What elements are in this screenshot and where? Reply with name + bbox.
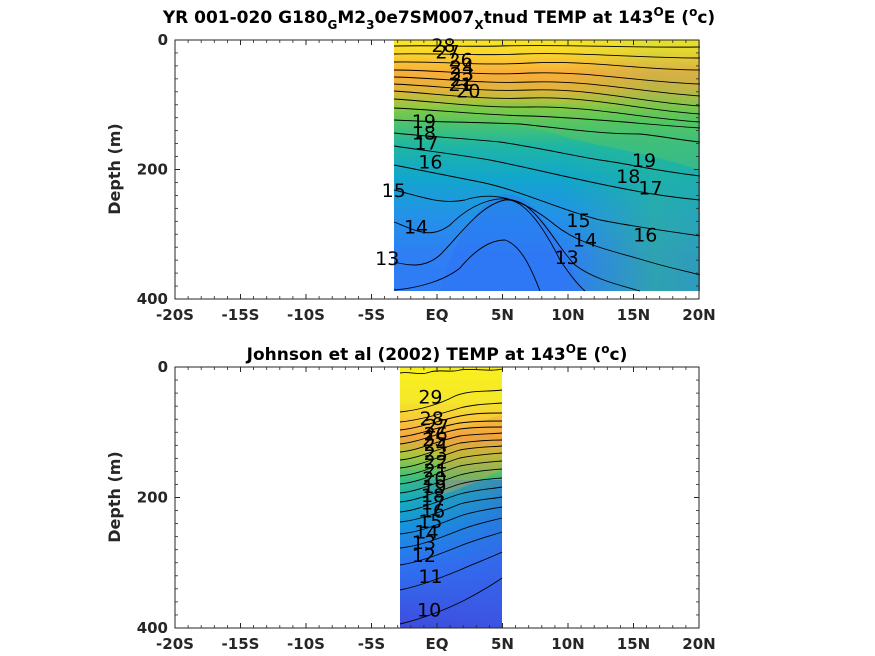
contour-label: 27 (435, 42, 459, 64)
top-contour-labels: 2827262423222120191817161514131918171615… (375, 35, 662, 270)
contour-label: 18 (616, 166, 640, 188)
contour-label: 26 (448, 49, 472, 71)
title-part: E ( (664, 8, 689, 28)
x-tick-label: 20N (682, 306, 715, 324)
top-panel: YR 001-020 G180GM230e7SM007Xtnud TEMP at… (105, 5, 716, 324)
contour-label: 22 (450, 69, 474, 91)
title-part: o (689, 5, 697, 19)
title-part: o (601, 342, 609, 356)
contour-label: 25 (422, 429, 446, 451)
bottom-y-axis-label: Depth (m) (105, 451, 124, 543)
x-tick-label: 10N (551, 635, 584, 653)
bottom-contour-lines (399, 368, 503, 625)
x-tick-label: EQ (426, 306, 449, 324)
x-tick-label: 20N (682, 635, 715, 653)
contour-label: 16 (418, 152, 442, 174)
contour-label: 24 (424, 434, 448, 456)
title-part: Johnson et al (2002) TEMP at 143 (246, 345, 566, 365)
title-part: c) (697, 8, 715, 28)
contour-label: 14 (573, 229, 597, 251)
contour-label: 13 (375, 248, 399, 270)
top-contour-lines (393, 44, 701, 292)
x-tick-label: 10N (551, 306, 584, 324)
contour-label: 10 (417, 600, 441, 622)
title-part: O (566, 342, 576, 356)
contour-label: 16 (633, 224, 657, 246)
y-tick-label: 0 (158, 31, 168, 49)
contour-label: 20 (456, 81, 480, 103)
contour-label: 28 (431, 35, 455, 57)
top-y-axis-label: Depth (m) (105, 123, 124, 215)
y-tick-label: 200 (137, 161, 168, 179)
y-tick-label: 0 (158, 358, 168, 376)
contour-label: 18 (412, 123, 436, 145)
title-part: 3 (366, 18, 374, 32)
contour-label: 20 (422, 468, 446, 490)
contour-label: 17 (414, 132, 438, 154)
contour-label: 27 (425, 416, 449, 438)
x-tick-label: -5S (358, 306, 385, 324)
contour-label: 14 (414, 521, 438, 543)
x-tick-label: 15N (617, 306, 650, 324)
contour-label: 18 (421, 485, 445, 507)
contour-label: 15 (566, 210, 590, 232)
bottom-temperature-field (400, 367, 502, 628)
y-tick-label: 400 (137, 619, 168, 637)
contour-label: 19 (412, 111, 436, 133)
x-tick-label: -20S (156, 635, 194, 653)
contour-label: 29 (418, 386, 442, 408)
title-part: 0e7SM007 (375, 8, 475, 28)
x-tick-label: 5N (491, 635, 514, 653)
contour-label: 19 (422, 476, 446, 498)
contour-label: 15 (418, 511, 442, 533)
x-tick-label: EQ (426, 635, 449, 653)
title-part: O (654, 5, 664, 19)
y-tick-label: 400 (137, 290, 168, 308)
contour-label: 16 (421, 501, 445, 523)
y-tick-label: 200 (137, 489, 168, 507)
x-tick-label: -15S (222, 635, 260, 653)
contour-label: 11 (418, 566, 442, 588)
x-tick-label: -20S (156, 306, 194, 324)
contour-label: 15 (382, 180, 406, 202)
x-tick-label: 5N (491, 306, 514, 324)
bottom-panel: Johnson et al (2002) TEMP at 143OE (oc) (105, 342, 716, 653)
contour-label: 17 (421, 493, 445, 515)
contour-label: 23 (450, 64, 474, 86)
x-tick-label: -10S (287, 635, 325, 653)
top-panel-title: YR 001-020 G180GM230e7SM007Xtnud TEMP at… (162, 5, 715, 32)
contour-label: 19 (632, 150, 656, 172)
title-part: tnud TEMP at 143 (484, 8, 654, 28)
contour-label: 21 (424, 460, 448, 482)
contour-label: 24 (450, 57, 474, 79)
title-part: c) (610, 345, 628, 365)
title-part: X (474, 18, 484, 32)
contour-label: 23 (424, 443, 448, 465)
x-tick-label: 15N (617, 635, 650, 653)
x-tick-label: -10S (287, 306, 325, 324)
top-axis-ticks: -20S -15S -10S -5S EQ 5N 10N 15N 20N 0 200 400 (137, 31, 716, 324)
contour-label: 13 (412, 532, 436, 554)
contour-label: 14 (404, 216, 428, 238)
contour-label: 12 (412, 545, 436, 567)
title-part: M2 (337, 8, 366, 28)
contour-label: 22 (424, 452, 448, 474)
contour-label: 21 (448, 74, 472, 96)
contour-label: 13 (555, 247, 579, 269)
title-part: G (328, 18, 338, 32)
contour-label: 17 (638, 178, 662, 200)
x-tick-label: -15S (222, 306, 260, 324)
title-part: YR 001-020 G180 (162, 8, 328, 28)
contour-label: 26 (424, 424, 448, 446)
contour-label: 28 (420, 408, 444, 430)
x-tick-label: -5S (358, 635, 385, 653)
title-part: E ( (576, 345, 601, 365)
bottom-axis-ticks: -20S -15S -10S -5S EQ 5N 10N 15N 20N 0 200 400 (137, 358, 716, 653)
bottom-panel-title: Johnson et al (2002) TEMP at 143OE (oc) (246, 342, 628, 365)
